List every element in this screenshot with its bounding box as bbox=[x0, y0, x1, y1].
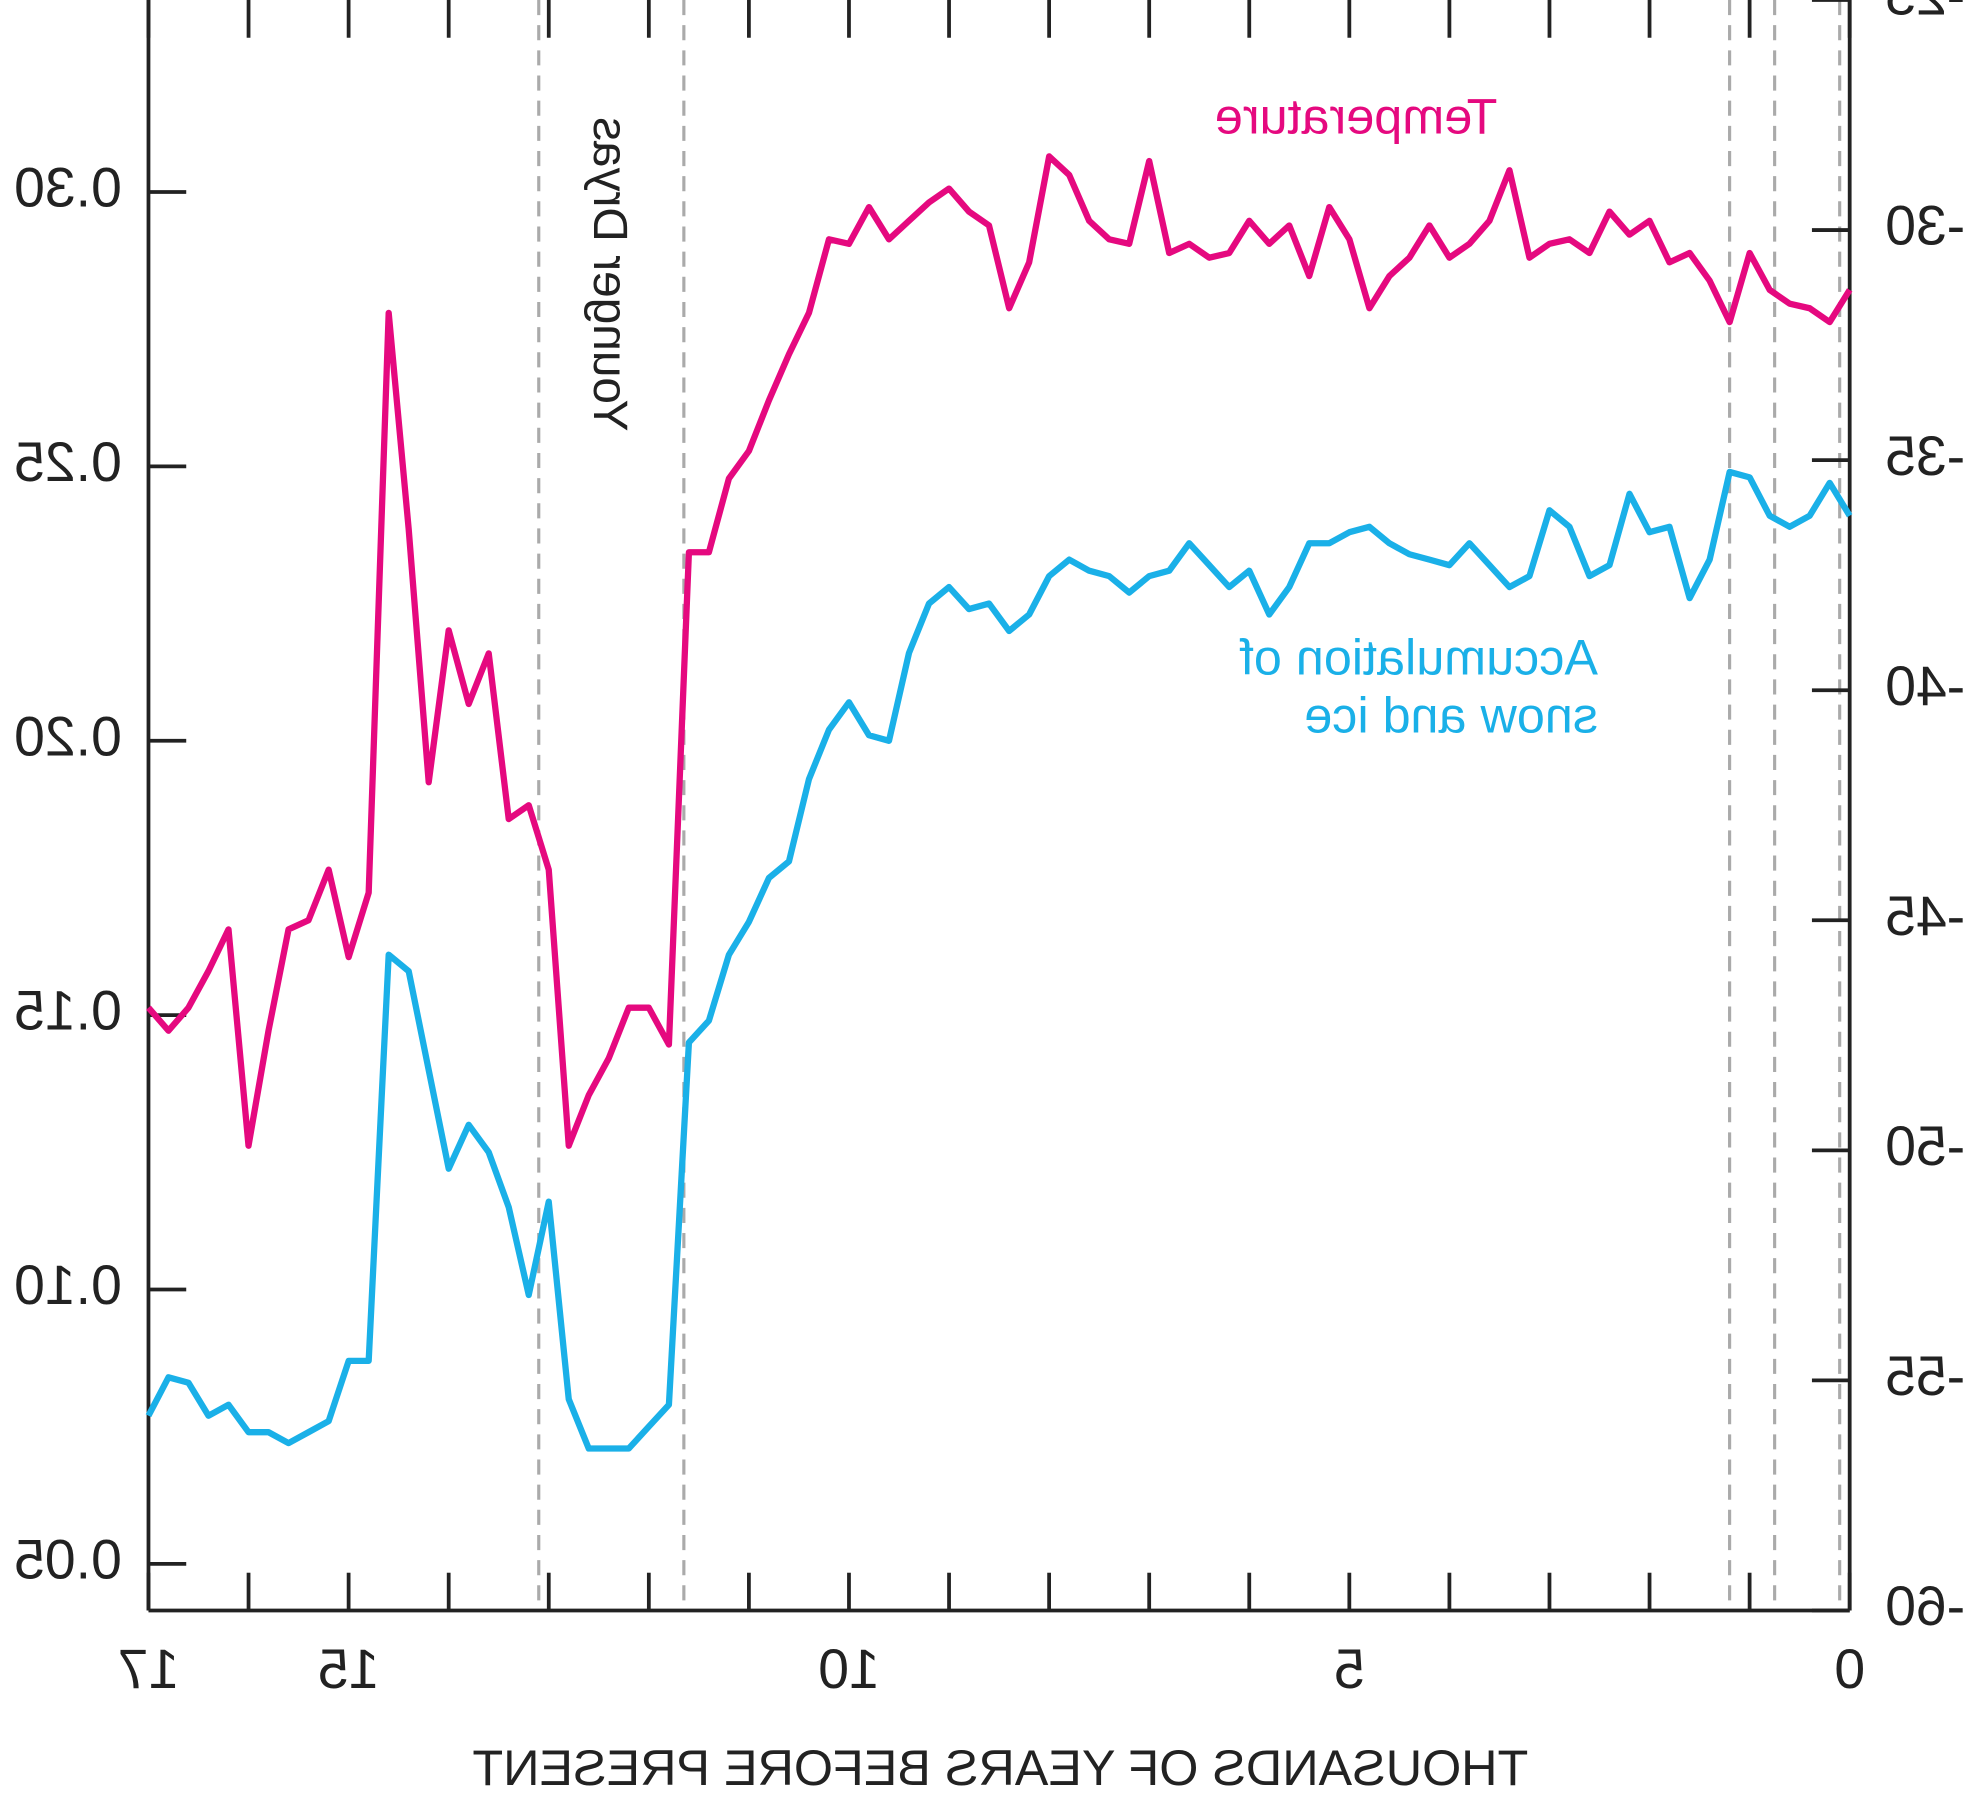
x-tick-label: 0 bbox=[1834, 1638, 1865, 1700]
annotation: Younger Dryas bbox=[583, 117, 636, 431]
y2-tick-label: -50 bbox=[1885, 1115, 1965, 1177]
series-line bbox=[146, 153, 1853, 1149]
y2-tick-label: -55 bbox=[1885, 1345, 1965, 1407]
y2-tick-label: -40 bbox=[1885, 655, 1965, 717]
series-label: Temperature bbox=[1214, 89, 1498, 145]
y-tick-label: 0.30 bbox=[14, 157, 122, 219]
y2-tick-label: -30 bbox=[1885, 195, 1965, 257]
series-label-box: Accumulation of snow and ice bbox=[1239, 630, 1599, 744]
x-tick-label: 17 bbox=[118, 1638, 180, 1700]
y2-tick-label: -35 bbox=[1885, 425, 1965, 487]
y2-tick-label: -60 bbox=[1885, 1575, 1965, 1637]
series-label: Accumulation of snow and ice bbox=[1239, 630, 1599, 744]
y-tick-label: 0.10 bbox=[14, 1254, 122, 1316]
y-tick-label: 0.20 bbox=[14, 705, 122, 767]
y2-tick-label: -25 bbox=[1885, 0, 1965, 27]
y-tick-label: 0.05 bbox=[14, 1528, 122, 1590]
y-tick-label: 0.25 bbox=[14, 431, 122, 493]
y-tick-label: 0.15 bbox=[14, 980, 122, 1042]
x-tick-label: 5 bbox=[1334, 1638, 1365, 1700]
x-tick-label: 15 bbox=[318, 1638, 380, 1700]
y2-tick-label: -45 bbox=[1885, 885, 1965, 947]
series-line bbox=[145, 468, 1853, 1452]
x-tick-label: 10 bbox=[818, 1638, 880, 1700]
x-axis-title: THOUSANDS OF YEARS BEFORE PRESENT bbox=[472, 1739, 1528, 1796]
series-label-box: Temperature bbox=[1214, 89, 1498, 145]
